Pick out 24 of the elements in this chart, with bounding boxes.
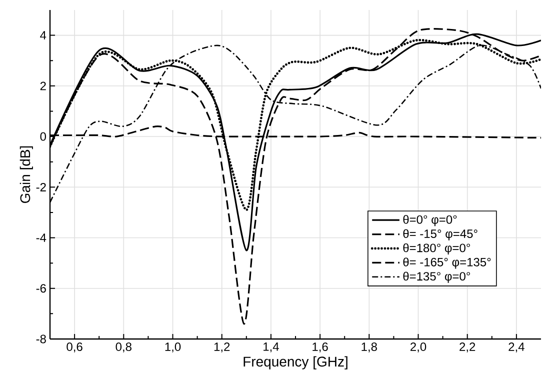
legend-label: θ= -165° φ=135°: [403, 258, 491, 269]
x-tick-label: 2,0: [410, 342, 426, 352]
x-tick-label: 1,6: [312, 342, 328, 352]
legend-label: θ=135° φ=0°: [403, 272, 470, 283]
x-tick-label: 0,8: [116, 342, 132, 352]
x-tick-label: 1,2: [214, 342, 230, 352]
legend-label: θ=180° φ=0°: [403, 243, 470, 255]
legend-label: θ= -15° φ=45°: [403, 229, 478, 240]
y-tick-label: 2: [40, 82, 46, 90]
x-tick-label: 0,6: [66, 342, 82, 352]
y-tick-label: -8: [36, 334, 46, 344]
y-tick-label: 4: [40, 31, 46, 40]
y-tick-label: -2: [36, 182, 46, 192]
x-tick-label: 2,2: [460, 342, 476, 352]
x-tick-label: 1,8: [362, 342, 377, 352]
y-axis-title: Gain [dB]: [20, 146, 33, 203]
x-axis-title: Frequency [GHz]: [244, 356, 348, 370]
y-tick-label: 0: [40, 132, 46, 141]
legend-label: θ=0° φ=0°: [403, 215, 457, 226]
x-tick-label: 1,4: [264, 342, 279, 352]
x-tick-label: 1,0: [165, 342, 181, 352]
x-tick-label: 2,4: [508, 342, 524, 352]
y-tick-label: -4: [36, 234, 46, 242]
y-tick-label: -6: [36, 284, 46, 293]
